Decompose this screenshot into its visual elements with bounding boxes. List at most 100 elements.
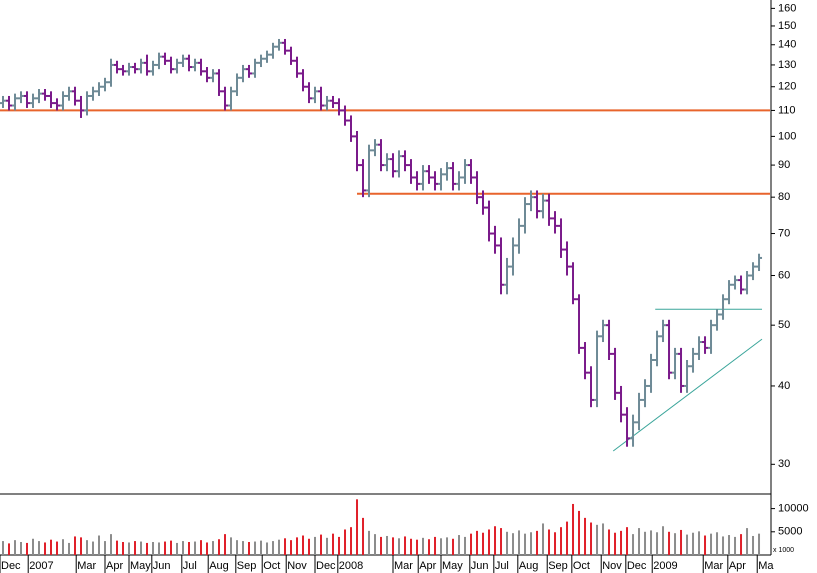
volume-bar [62,539,65,555]
volume-bar [446,537,449,555]
volume-bar [362,517,365,555]
y-tick-label: 110 [778,104,796,116]
volume-bar [566,521,569,555]
x-tick-label: Nov [287,560,307,572]
volume-bar [680,529,683,555]
volume-bar [80,537,83,555]
volume-bar [260,540,263,555]
volume-bar [296,537,299,555]
x-tick-label: Oct [573,560,590,572]
volume-bar [506,531,509,555]
volume-bar [242,541,245,555]
volume-bar [428,539,431,555]
volume-bar [128,542,131,555]
volume-bar [254,541,257,555]
volume-bar [758,533,761,555]
volume-bar [644,531,647,555]
y-tick-label: 150 [778,20,796,32]
volume-bar [338,536,341,555]
volume-bar [368,530,371,555]
volume-bar [122,542,125,555]
x-tick-label: Dec [1,560,21,572]
volume-bar [104,541,107,555]
volume-bar [416,539,419,555]
volume-bar [638,528,641,555]
volume-bar [98,535,101,555]
volume-bar [164,541,167,555]
y-tick-label: 130 [778,59,796,71]
volume-bar [452,538,455,555]
volume-bar [74,536,77,555]
volume-bar [686,534,689,555]
volume-bar [356,499,359,555]
volume-bar [608,529,611,555]
volume-bar [8,543,11,555]
x-tick-label: Dec [316,560,336,572]
x-tick-label: Aug [519,560,539,572]
x-tick-label: Nov [602,560,622,572]
volume-bar [470,533,473,555]
volume-bar [488,529,491,555]
volume-bar [458,535,461,555]
volume-bar [464,536,467,555]
volume-bar [14,540,17,555]
volume-bar [182,541,185,555]
volume-bar [188,542,191,555]
volume-bar [554,532,557,555]
volume-bar [662,526,665,555]
volume-bar [110,534,113,555]
volume-bar [350,527,353,555]
volume-bar [584,517,587,555]
volume-bar [212,541,215,555]
volume-bar [410,538,413,555]
volume-bar [92,541,95,555]
x-tick-label: Mar [77,560,96,572]
y-tick-label: 70 [778,227,790,239]
volume-bar [86,540,89,555]
x-tick-label: Mar [704,560,723,572]
volume-bar [728,535,731,555]
volume-bar [704,535,707,555]
volume-bar [284,538,287,555]
volume-bar [596,524,599,555]
y-tick-label: 160 [778,2,796,14]
volume-bar [176,542,179,555]
volume-bar [716,532,719,555]
volume-tick-label: 10000 [778,503,809,515]
x-tick-label: May [130,560,151,572]
x-tick-label: May [442,560,463,572]
volume-bar [380,536,383,555]
volume-bar [386,535,389,555]
y-tick-label: 40 [778,380,790,392]
volume-bar [440,538,443,555]
volume-bar [674,533,677,555]
trend-line [612,338,763,452]
volume-bar [476,530,479,555]
volume-bar [302,535,305,555]
volume-bar [344,529,347,555]
y-tick-label: 30 [778,458,790,470]
volume-bar [578,510,581,555]
volume-bar [218,539,221,555]
y-tick-label: 60 [778,269,790,281]
volume-bar [422,537,425,555]
volume-bar [290,540,293,555]
y-tick-label: 100 [778,130,796,142]
volume-bar [692,532,695,555]
volume-bar [722,536,725,555]
volume-bar [572,503,575,555]
volume-bar [314,536,317,555]
x-tick-label: Ma [758,560,774,572]
volume-bar [56,541,59,555]
volume-bar [710,533,713,555]
volume-bar [536,530,539,555]
volume-bar [38,541,41,555]
y-tick-label: 120 [778,81,796,93]
x-tick-label: Apr [419,560,436,572]
volume-bar [158,542,161,555]
x-tick-label: 2008 [339,560,363,572]
volume-bar [740,534,743,555]
volume-bar [140,541,143,555]
volume-bar [602,523,605,555]
